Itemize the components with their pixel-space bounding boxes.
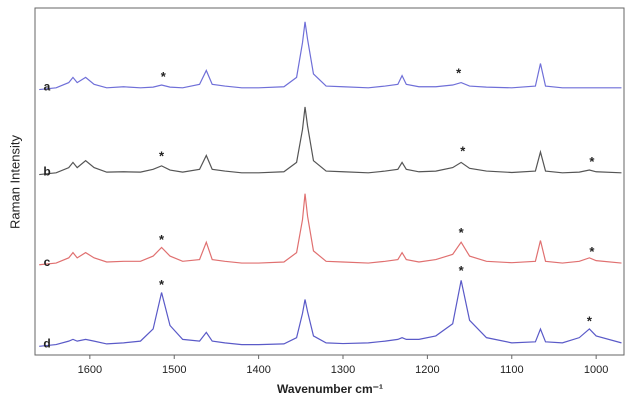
x-axis-label: Wavenumber cm⁻¹ (277, 382, 383, 396)
annotation: * (159, 149, 165, 164)
spectrum-line (39, 193, 622, 266)
y-axis-label: Raman Intensity (7, 135, 22, 229)
x-tick-label: 1000 (584, 364, 608, 376)
annotation: * (587, 313, 593, 328)
annotation: * (589, 154, 595, 169)
x-tick-label: 1300 (331, 364, 355, 376)
x-tick-label: 1200 (415, 364, 439, 376)
plot-frame (34, 7, 625, 356)
spectrum-line (39, 280, 622, 347)
spectrum-line (39, 106, 622, 176)
x-tick-label: 1500 (162, 364, 186, 376)
x-tick-label: 1400 (246, 364, 270, 376)
x-tick-label: 1600 (78, 364, 102, 376)
series-label: c (44, 255, 51, 269)
series-label: a (44, 80, 51, 94)
spectrum-line (39, 21, 622, 91)
annotation: * (459, 225, 465, 240)
series-label: b (43, 165, 50, 179)
annotation: * (459, 263, 465, 278)
annotation: * (460, 143, 466, 158)
annotation: * (159, 277, 165, 292)
series-label: d (43, 336, 50, 350)
x-tick-label: 1100 (500, 364, 524, 376)
annotation: * (456, 65, 462, 80)
annotation: * (161, 69, 167, 84)
annotation: * (159, 232, 165, 247)
annotation: * (589, 244, 595, 259)
